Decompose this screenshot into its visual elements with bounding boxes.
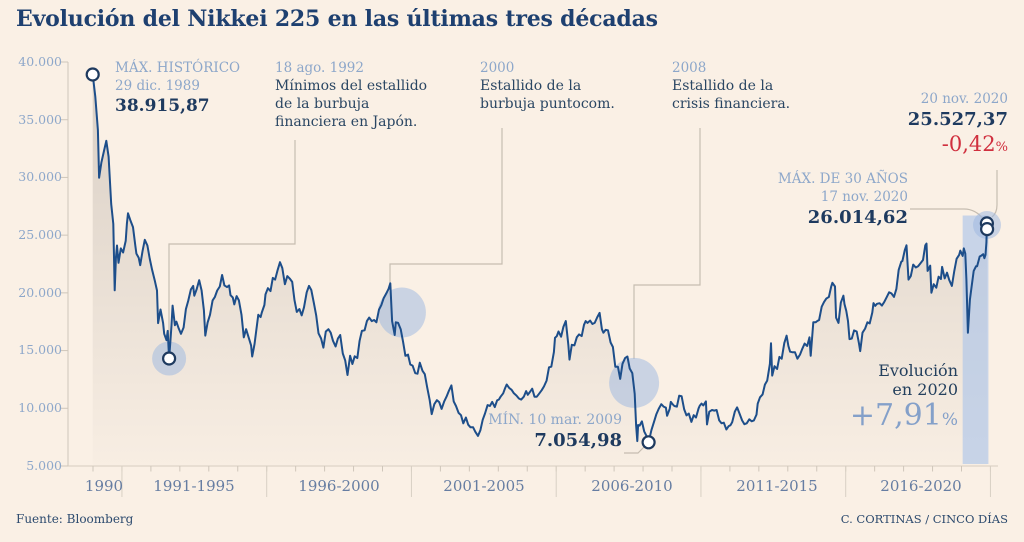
cierre-value: 25.527,37: [907, 109, 1008, 130]
y-axis-label: 25.000: [18, 227, 62, 242]
x-axis-label: 1990: [84, 477, 124, 495]
evento-2008-text: crisis financiera.: [672, 96, 791, 112]
annotation-burbuja-puntocom: 2000 Estallido de la burbuja puntocom.: [480, 59, 660, 113]
percent-sign: %: [995, 140, 1008, 155]
author-credit: C. CORTINAS / CINCO DÍAS: [840, 512, 1008, 526]
percent-sign: %: [941, 410, 958, 430]
nikkei-series-line: [91, 73, 989, 444]
x-axis-label: 2001-2005: [443, 477, 525, 495]
area-fill: [92, 74, 988, 465]
annotation-burbuja-japon: 18 ago. 1992 Mínimos del estallido de la…: [275, 59, 455, 131]
evento-1992-text: de la burbuja: [275, 96, 370, 112]
max-historico-value: 38.915,87: [115, 96, 210, 116]
evento-1992-date: 18 ago. 1992: [275, 60, 364, 76]
callout-20-nov: [991, 170, 998, 218]
y-axis-label: 30.000: [18, 169, 62, 184]
max-historico-label: MÁX. HISTÓRICO: [115, 60, 241, 76]
annotation-ultimo-cierre: 20 nov. 2020 25.527,37 -0,42%: [908, 90, 1008, 161]
annotation-crisis-financiera: 2008 Estallido de la crisis financiera.: [672, 59, 852, 113]
y-axis-label: 10.000: [18, 400, 62, 415]
min09-label: MÍN. 10 mar. 2009: [488, 412, 622, 428]
callout-min-2009: [624, 446, 645, 454]
evento-2000-text: Estallido de la: [480, 78, 582, 94]
callout-1992: [168, 140, 296, 350]
y-axis-label: 15.000: [18, 342, 62, 357]
y-axis-label: 20.000: [18, 285, 62, 300]
evolucion-label: Evolución: [878, 361, 958, 380]
annotation-max-historico: MÁX. HISTÓRICO 29 dic. 1989 38.915,87: [115, 59, 240, 117]
x-axis-label: 2011-2015: [736, 477, 818, 495]
annotation-evolucion-2020: Evolución en 2020 +7,91%: [850, 361, 958, 437]
marker-min-1992: [162, 351, 177, 366]
y-axis-label: 40.000: [18, 54, 62, 69]
max30-value: 26.014,62: [807, 207, 908, 228]
x-axis-label: 1991-1995: [153, 477, 235, 495]
callout-2008: [633, 128, 701, 359]
cierre-change: -0,42%: [941, 132, 1008, 156]
y-axis-label: 35.000: [18, 112, 62, 127]
marker-cierre-20-nov: [979, 222, 995, 237]
max30-label: MÁX. DE 30 AÑOS: [777, 171, 908, 187]
evolucion-label: en 2020: [892, 380, 958, 399]
cierre-date: 20 nov. 2020: [920, 91, 1008, 107]
evento-2000-text: burbuja puntocom.: [480, 96, 615, 112]
annotation-min-2009: MÍN. 10 mar. 2009 7.054,98: [488, 412, 622, 452]
highlight-burbuja-puntocom-2000: [377, 287, 426, 338]
max-historico-date: 29 dic. 1989: [115, 78, 200, 94]
min09-value: 7.054,98: [534, 430, 622, 451]
evento-1992-text: financiera en Japón.: [275, 114, 418, 130]
callout-2000: [389, 128, 503, 287]
evento-2008-text: Estallido de la: [672, 78, 774, 94]
x-axis-label: 1996-2000: [298, 477, 380, 495]
evolucion-value: +7,91%: [849, 398, 958, 433]
marker-max-historico: [85, 67, 100, 82]
marker-min-2009: [641, 435, 656, 450]
x-axis-label: 2006-2010: [591, 477, 673, 495]
y-axis-label: 5.000: [26, 458, 62, 473]
evento-1992-text: Mínimos del estallido: [275, 78, 428, 94]
x-axis-label: 2016-2020: [880, 477, 962, 495]
band-2020: [962, 215, 989, 464]
max30-date: 17 nov. 2020: [820, 189, 908, 205]
evento-2008-date: 2008: [672, 60, 707, 76]
page-title: Evolución del Nikkei 225 en las últimas …: [16, 6, 658, 32]
source-credit: Fuente: Bloomberg: [16, 512, 134, 526]
evento-2000-date: 2000: [480, 60, 515, 76]
annotation-max-30-anos: MÁX. DE 30 AÑOS 17 nov. 2020 26.014,62: [778, 170, 908, 229]
